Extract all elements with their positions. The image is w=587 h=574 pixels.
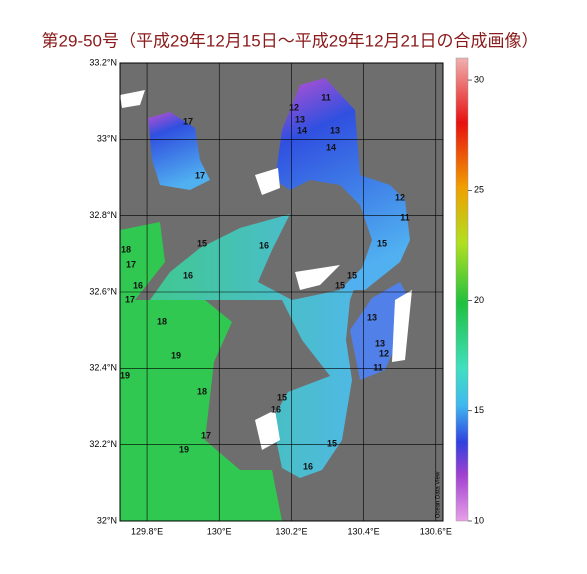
lon-label: 130.6°E — [420, 526, 452, 536]
lat-label: 32.4°N — [89, 363, 117, 373]
sea-northwest — [148, 112, 210, 190]
contour-label: 18 — [121, 244, 131, 254]
colorbar-label: 20 — [474, 295, 484, 305]
colorbar — [455, 57, 469, 522]
lon-label: 130.2°E — [275, 526, 307, 536]
colorbar-label: 30 — [474, 74, 484, 84]
colorbar-label: 25 — [474, 185, 484, 195]
contour-label: 13 — [375, 338, 385, 348]
contour-label: 17 — [183, 116, 193, 126]
credit: Ocean Data View — [436, 471, 442, 518]
contour-label: 11 — [400, 212, 410, 222]
contour-label: 17 — [126, 259, 136, 269]
contour-label: 13 — [295, 114, 305, 124]
contour-label: 19 — [120, 370, 130, 380]
lon-label: 130.4°E — [348, 526, 380, 536]
contour-label: 16 — [303, 461, 313, 471]
contour-label: 15 — [335, 280, 345, 290]
contour-label: 18 — [197, 386, 207, 396]
sea-northeast — [275, 78, 410, 290]
title: 第29-50号（平成29年12月15日～平成29年12月21日の合成画像） — [42, 31, 539, 50]
lat-label: 32.2°N — [89, 439, 117, 449]
no-data — [392, 290, 412, 362]
contour-label: 15 — [277, 392, 287, 402]
sea-ariake — [150, 214, 362, 478]
lat-label: 32°N — [97, 515, 117, 525]
lat-label: 33.2°N — [89, 57, 117, 67]
contour-label: 17 — [195, 170, 205, 180]
lon-label: 130°E — [207, 526, 232, 536]
lat-label: 33°N — [97, 134, 117, 144]
contour-label: 13 — [330, 125, 340, 135]
contour-label: 16 — [271, 404, 281, 414]
contour-label: 11 — [373, 362, 383, 372]
contour-label: 12 — [379, 348, 389, 358]
contour-label: 16 — [133, 280, 143, 290]
contour-label: 16 — [259, 240, 269, 250]
contour-label: 15 — [347, 270, 357, 280]
no-data — [255, 410, 280, 450]
no-data — [295, 265, 340, 290]
lon-label: 129.8°E — [131, 526, 163, 536]
contour-label: 15 — [377, 238, 387, 248]
contour-label: 17 — [201, 430, 211, 440]
contour-label: 11 — [321, 92, 331, 102]
contour-label: 16 — [183, 270, 193, 280]
contour-label: 18 — [157, 316, 167, 326]
contour-label: 17 — [125, 294, 135, 304]
no-data — [120, 90, 145, 108]
contour-label: 15 — [197, 238, 207, 248]
contour-label: 19 — [171, 350, 181, 360]
contour-label: 15 — [327, 438, 337, 448]
lat-label: 32.8°N — [89, 210, 117, 220]
contour-label: 19 — [179, 444, 189, 454]
contour-label: 12 — [395, 192, 405, 202]
colorbar-label: 15 — [474, 405, 484, 415]
colorbar-label: 10 — [474, 515, 484, 525]
lat-label: 32.6°N — [89, 286, 117, 296]
contour-label: 12 — [289, 102, 299, 112]
sea-west — [120, 222, 282, 521]
contour-label: 14 — [297, 125, 307, 135]
contour-label: 14 — [326, 142, 336, 152]
contour-label: 13 — [367, 312, 377, 322]
no-data — [255, 168, 280, 195]
